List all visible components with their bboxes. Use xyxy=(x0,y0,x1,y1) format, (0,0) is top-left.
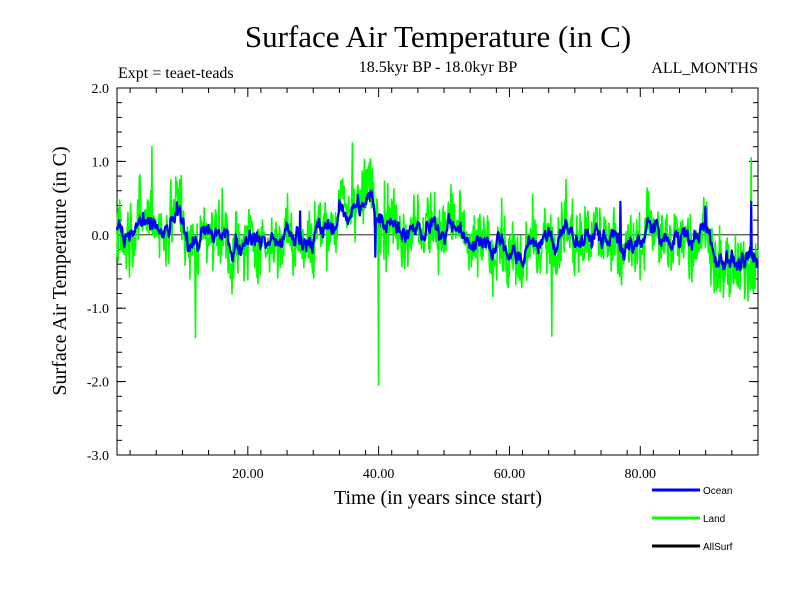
x-axis-label: Time (in years since start) xyxy=(334,487,542,509)
experiment-label: Expt = teaet-teads xyxy=(118,65,234,82)
chart-title: Surface Air Temperature (in C) xyxy=(245,19,631,54)
plot-frame xyxy=(116,87,759,456)
legend: Ocean Land AllSurf xyxy=(652,486,733,553)
x-tick-label: 40.00 xyxy=(363,467,395,482)
x-tick-label: 60.00 xyxy=(494,467,526,482)
legend-label-land: Land xyxy=(703,514,725,525)
months-label: ALL_MONTHS xyxy=(651,60,758,77)
y-tick-label: -3.0 xyxy=(87,449,109,464)
y-axis-label: Surface Air Temperature (in C) xyxy=(49,146,71,395)
period-label: 18.5kyr BP - 18.0kyr BP xyxy=(359,59,518,76)
y-tick-label: -1.0 xyxy=(87,302,109,317)
legend-label-allsurf: AllSurf xyxy=(703,542,733,553)
y-tick-label: 0.0 xyxy=(92,229,110,244)
legend-label-ocean: Ocean xyxy=(703,486,732,497)
x-tick-label: 20.00 xyxy=(232,467,264,482)
x-axis-ticks: 20.00 40.00 60.00 80.00 xyxy=(232,88,656,482)
x-tick-label: 80.00 xyxy=(625,467,657,482)
series-line-ocean xyxy=(115,189,759,272)
y-tick-label: -2.0 xyxy=(87,376,109,391)
minor-ticks xyxy=(117,87,758,456)
y-tick-label: 1.0 xyxy=(92,155,110,170)
series-line-land xyxy=(116,142,759,387)
series-layer xyxy=(115,142,759,387)
y-tick-label: 2.0 xyxy=(92,82,110,97)
plot-area: 2.0 1.0 0.0 -1.0 -2.0 -3.0 20.00 40.00 60.00 80.… xyxy=(87,82,759,482)
y-axis-ticks: 2.0 1.0 0.0 -1.0 -2.0 -3.0 xyxy=(87,82,758,464)
